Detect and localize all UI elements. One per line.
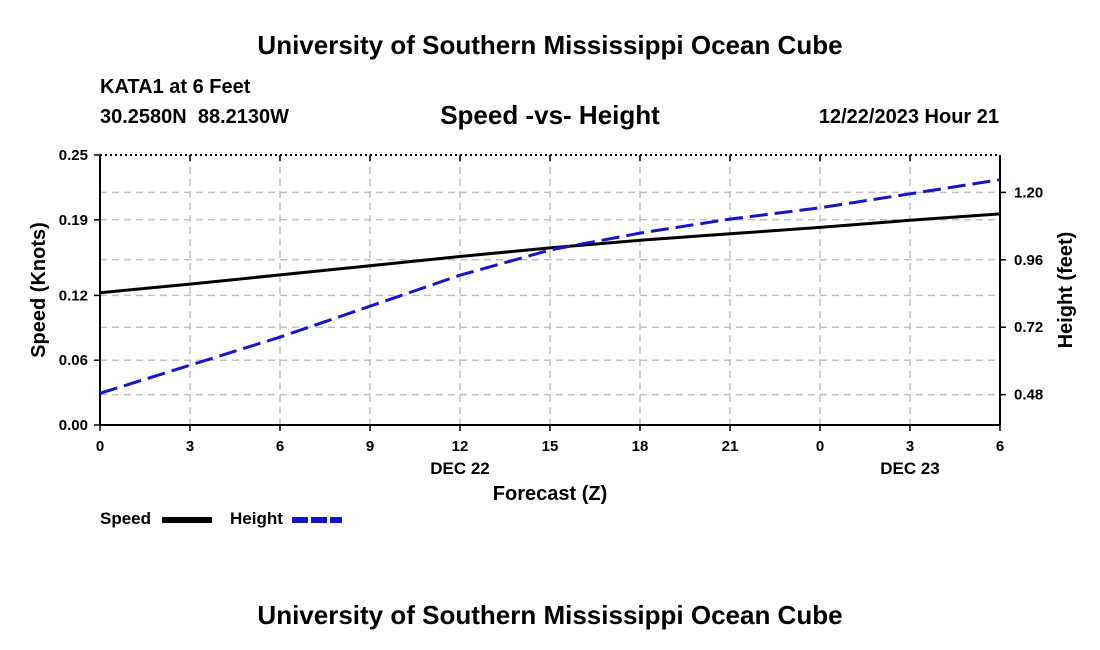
x-tick-label: 0 [96,438,104,455]
station-coordinates: 30.2580N 88.2130W [100,106,290,128]
x-tick-label: 12 [452,438,469,455]
legend-height-label: Height [230,509,283,528]
x-tick-label: 18 [632,438,649,455]
page-title: University of Southern Mississippi Ocean… [257,30,843,60]
axes: 0 3 6 9 12 15 18 21 0 3 6 DEC 22 DEC 23 0.00 0.06 0.12 0… [59,147,1043,478]
speed-line [99,212,1001,295]
footer-title: University of Southern Mississippi Ocean… [257,600,843,630]
x-date-label: DEC 23 [880,459,940,478]
x-axis-label: Forecast (Z) [493,483,607,505]
station-label: KATA1 at 6 Feet [100,76,251,98]
x-tick-label: 9 [366,438,374,455]
x-tick-label: 0 [816,438,824,455]
x-tick-label: 6 [276,438,284,455]
x-tick-label: 21 [722,438,739,455]
y2-tick-label: 0.48 [1014,387,1043,404]
y-tick-label: 0.19 [59,212,88,229]
chart-title: Speed -vs- Height [440,100,660,130]
y2-tick-label: 0.72 [1014,319,1043,336]
x-date-label: DEC 22 [430,459,490,478]
y-tick-label: 0.12 [59,287,88,304]
y-tick-label: 0.06 [59,352,88,369]
grid [100,155,1000,425]
x-tick-label: 3 [906,438,914,455]
legend-height-swatch [292,517,342,523]
forecast-datetime: 12/22/2023 Hour 21 [818,106,999,128]
x-tick-label: 6 [996,438,1004,455]
y-tick-label: 0.00 [59,417,88,434]
y2-tick-label: 0.96 [1014,252,1043,269]
series [99,178,1001,395]
legend-speed-label: Speed [100,509,152,528]
x-tick-label: 3 [186,438,194,455]
height-line [99,178,1001,395]
y-tick-label: 0.25 [59,147,88,164]
x-tick-label: 15 [542,438,559,455]
y-axis-label: Speed (Knots) [28,222,50,358]
legend-speed-swatch [162,517,212,523]
y2-axis-label: Height (feet) [1055,232,1077,349]
y2-tick-label: 1.20 [1014,184,1043,201]
